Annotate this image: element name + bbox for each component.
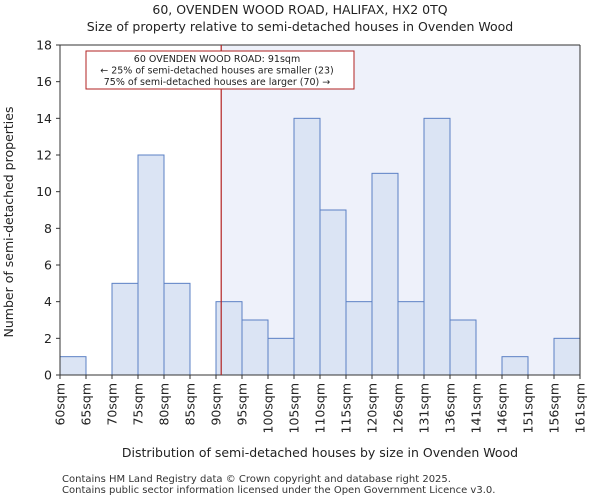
- x-tick-label: 141sqm: [469, 383, 484, 433]
- y-tick-label: 14: [36, 111, 52, 126]
- y-tick-label: 6: [44, 258, 52, 273]
- chart-subtitle: Size of property relative to semi-detach…: [86, 19, 514, 34]
- histogram-bar: [449, 319, 477, 376]
- histogram-bar: [553, 337, 581, 376]
- x-tick-label: 95sqm: [235, 383, 250, 426]
- histogram-bar: [501, 356, 529, 376]
- annotation-line: 75% of semi-detached houses are larger (…: [104, 77, 331, 88]
- x-tick-label: 75sqm: [131, 383, 146, 426]
- annotation-line: 60 OVENDEN WOOD ROAD: 91sqm: [134, 54, 300, 65]
- x-tick-label: 80sqm: [157, 383, 172, 426]
- x-tick-label: 151sqm: [521, 383, 536, 433]
- histogram-bar: [215, 301, 243, 376]
- footer-line-2: Contains public sector information licen…: [62, 485, 496, 496]
- x-tick-label: 156sqm: [547, 383, 562, 433]
- y-tick-label: 4: [44, 294, 52, 309]
- chart-title: 60, OVENDEN WOOD ROAD, HALIFAX, HX2 0TQ: [152, 2, 448, 17]
- histogram-bar: [137, 154, 165, 376]
- x-tick-label: 100sqm: [261, 383, 276, 433]
- x-tick-label: 120sqm: [365, 383, 380, 433]
- y-tick-label: 8: [44, 221, 52, 236]
- x-tick-label: 90sqm: [209, 383, 224, 426]
- histogram-bar: [319, 209, 347, 376]
- y-tick-label: 10: [36, 184, 52, 199]
- x-tick-label: 136sqm: [443, 383, 458, 433]
- y-tick-label: 16: [36, 74, 52, 89]
- annotation-box: [85, 50, 355, 90]
- histogram-bar: [423, 117, 451, 376]
- y-tick-label: 2: [44, 331, 52, 346]
- x-tick-label: 70sqm: [105, 383, 120, 426]
- x-tick-label: 65sqm: [79, 383, 94, 426]
- histogram-bar: [371, 172, 399, 376]
- footer-line-1: Contains HM Land Registry data © Crown c…: [62, 474, 451, 485]
- annotation-line: ← 25% of semi-detached houses are smalle…: [100, 66, 334, 77]
- x-tick-label: 110sqm: [313, 383, 328, 433]
- x-tick-label: 146sqm: [495, 383, 510, 433]
- x-tick-label: 131sqm: [417, 383, 432, 433]
- y-tick-label: 12: [36, 148, 52, 163]
- y-tick-label: 18: [36, 38, 52, 53]
- histogram-bar: [241, 319, 269, 376]
- histogram-bar: [345, 301, 373, 376]
- histogram-bar: [293, 117, 321, 376]
- x-tick-label: 105sqm: [287, 383, 302, 433]
- histogram-bar: [111, 282, 139, 376]
- histogram-bar: [59, 356, 87, 376]
- x-tick-label: 85sqm: [183, 383, 198, 426]
- x-axis-title: Distribution of semi-detached houses by …: [122, 445, 518, 460]
- y-tick-label: 0: [44, 368, 52, 383]
- histogram-bar: [267, 337, 295, 376]
- histogram-bar: [163, 282, 191, 376]
- x-tick-label: 115sqm: [339, 383, 354, 433]
- x-tick-label: 161sqm: [573, 383, 588, 433]
- x-tick-label: 126sqm: [391, 383, 406, 433]
- histogram-bar: [397, 301, 425, 376]
- y-axis-title: Number of semi-detached properties: [1, 107, 16, 338]
- x-tick-label: 60sqm: [53, 383, 68, 426]
